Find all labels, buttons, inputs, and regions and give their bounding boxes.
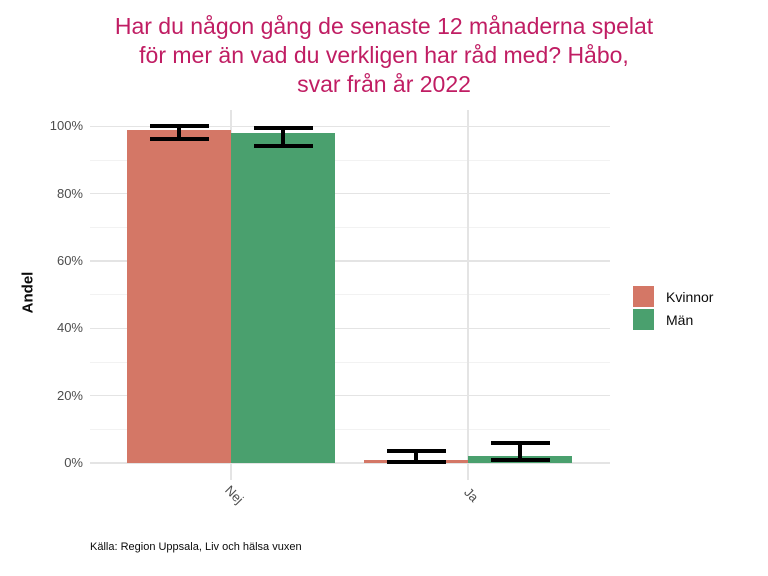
legend-label-män: Män xyxy=(666,311,694,328)
error-bar-kvinnor-nej-stem xyxy=(177,126,181,139)
bar-män-nej xyxy=(231,133,335,463)
gridline-minor xyxy=(90,226,610,228)
x-tick-label-ja: Ja xyxy=(461,484,482,505)
title-line-1: Har du någon gång de senaste 12 månadern… xyxy=(114,13,654,39)
gridline-major xyxy=(90,192,610,195)
title-line-2: för mer än vad du verkligen har råd med?… xyxy=(139,42,629,68)
error-bar-kvinnor-nej-cap-top xyxy=(149,124,209,129)
x-tick-label-nej: Nej xyxy=(222,482,247,507)
error-bar-män-nej-cap-bottom xyxy=(253,143,313,148)
gridline-minor xyxy=(90,294,610,296)
legend-key-män xyxy=(633,309,654,330)
error-bar-män-nej-cap-top xyxy=(253,126,313,131)
error-bar-män-ja-cap-top xyxy=(490,441,550,446)
error-bar-kvinnor-ja-stem xyxy=(414,450,418,462)
legend-label-kvinnor: Kvinnor xyxy=(666,288,714,305)
y-tick-label-0: 0% xyxy=(64,455,83,470)
gridline-major xyxy=(90,125,610,128)
gridline-major xyxy=(90,327,610,330)
chart-caption: Källa: Region Uppsala, Liv och hälsa vux… xyxy=(90,541,302,553)
legend-item-kvinnor: Kvinnor xyxy=(633,286,713,307)
gridline-major xyxy=(90,394,610,397)
error-bar-män-ja-stem xyxy=(518,443,522,461)
error-bar-män-nej-stem xyxy=(281,128,285,146)
y-tick-label-20: 20% xyxy=(56,387,83,403)
y-tick-label-60: 60% xyxy=(56,253,83,269)
gridline-minor xyxy=(90,361,610,363)
gridline-major xyxy=(90,462,610,464)
gridline-minor xyxy=(90,159,610,161)
y-tick-label-40: 40% xyxy=(56,320,83,336)
plot-panel xyxy=(90,110,610,480)
y-tick-label-80: 80% xyxy=(56,185,83,201)
legend-key-kvinnor xyxy=(633,286,654,307)
legend-item-män: Män xyxy=(633,309,713,330)
legend: Kvinnor Män xyxy=(633,286,713,332)
gridline-minor xyxy=(90,428,610,430)
x-gridline-ja xyxy=(467,110,469,480)
y-tick-label-100: 100% xyxy=(49,118,83,134)
bar-kvinnor-nej xyxy=(127,129,231,463)
error-bar-kvinnor-ja-cap-top xyxy=(386,448,446,453)
error-bar-kvinnor-nej-cap-bottom xyxy=(149,136,209,141)
error-bar-män-ja-cap-bottom xyxy=(490,458,550,463)
error-bar-kvinnor-ja-cap-bottom xyxy=(386,459,446,464)
gridline-major xyxy=(90,260,610,262)
title-line-3: svar från år 2022 xyxy=(297,71,471,97)
chart-title: Har du någon gång de senaste 12 månadern… xyxy=(0,12,768,99)
